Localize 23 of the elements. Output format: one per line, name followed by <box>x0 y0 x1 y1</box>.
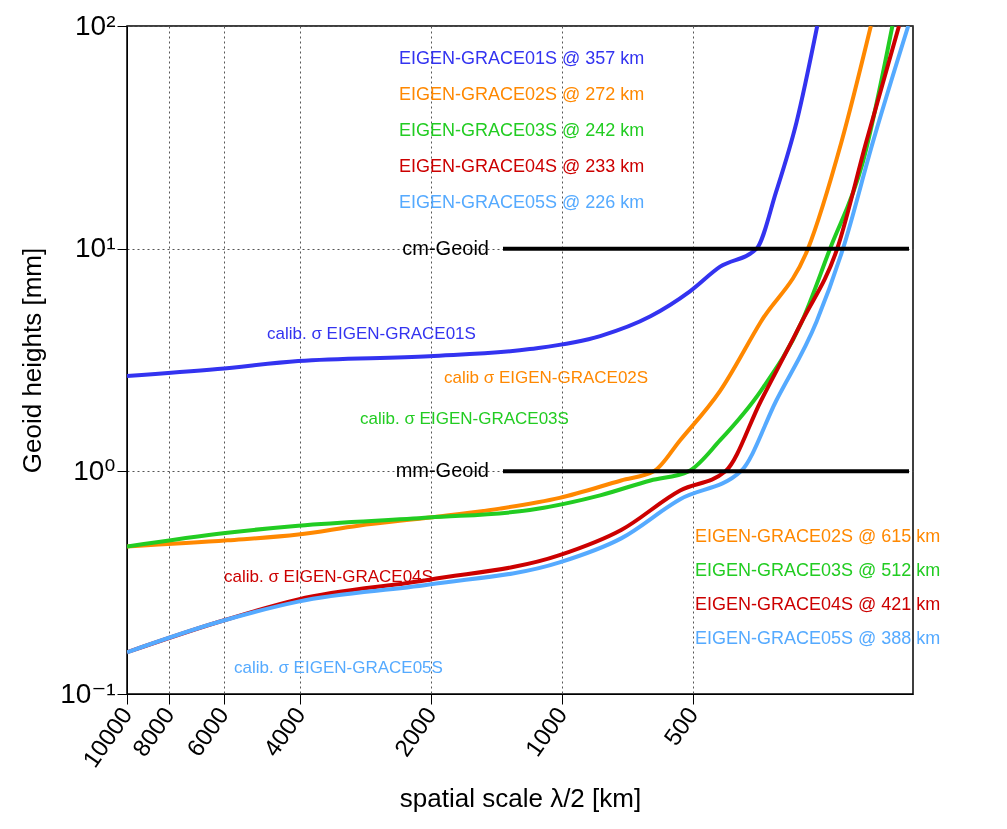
annotation: EIGEN-GRACE02S @ 272 km <box>399 84 645 104</box>
y-axis-title: Geoid heights [mm] <box>17 247 48 474</box>
annotation: EIGEN-GRACE03S @ 242 km <box>399 120 645 140</box>
annotation: EIGEN-GRACE02S @ 615 km <box>695 526 941 546</box>
y-tick-label: 10⁻¹ <box>60 677 116 709</box>
y-tick-label: 10¹ <box>75 232 116 264</box>
text: calib. σ EIGEN-GRACE03S <box>360 409 569 428</box>
text: calib. σ EIGEN-GRACE05S <box>234 658 443 677</box>
ref-line-label: mm-Geoid <box>395 459 489 482</box>
text: calib σ EIGEN-GRACE02S <box>444 368 649 387</box>
ref-line-label: cm-Geoid <box>402 236 489 259</box>
x-tick-label: 500 <box>658 701 704 751</box>
annotation: EIGEN-GRACE05S @ 226 km <box>399 192 645 212</box>
annotation: EIGEN-GRACE03S @ 512 km <box>695 560 941 580</box>
y-tick-label: 10² <box>75 9 116 41</box>
annotation: EIGEN-GRACE04S @ 421 km <box>695 594 941 614</box>
annotation: EIGEN-GRACE01S @ 357 km <box>399 48 645 68</box>
annotation: EIGEN-GRACE04S @ 233 km <box>399 156 645 176</box>
series-label: calib. σ EIGEN-GRACE04S <box>224 567 433 586</box>
x-axis-title: spatial scale λ/2 [km] <box>399 783 642 814</box>
series-label: calib. σ EIGEN-GRACE01S <box>267 324 476 343</box>
y-tick-label: 10⁰ <box>73 454 116 486</box>
annotation: EIGEN-GRACE05S @ 388 km <box>695 628 941 648</box>
